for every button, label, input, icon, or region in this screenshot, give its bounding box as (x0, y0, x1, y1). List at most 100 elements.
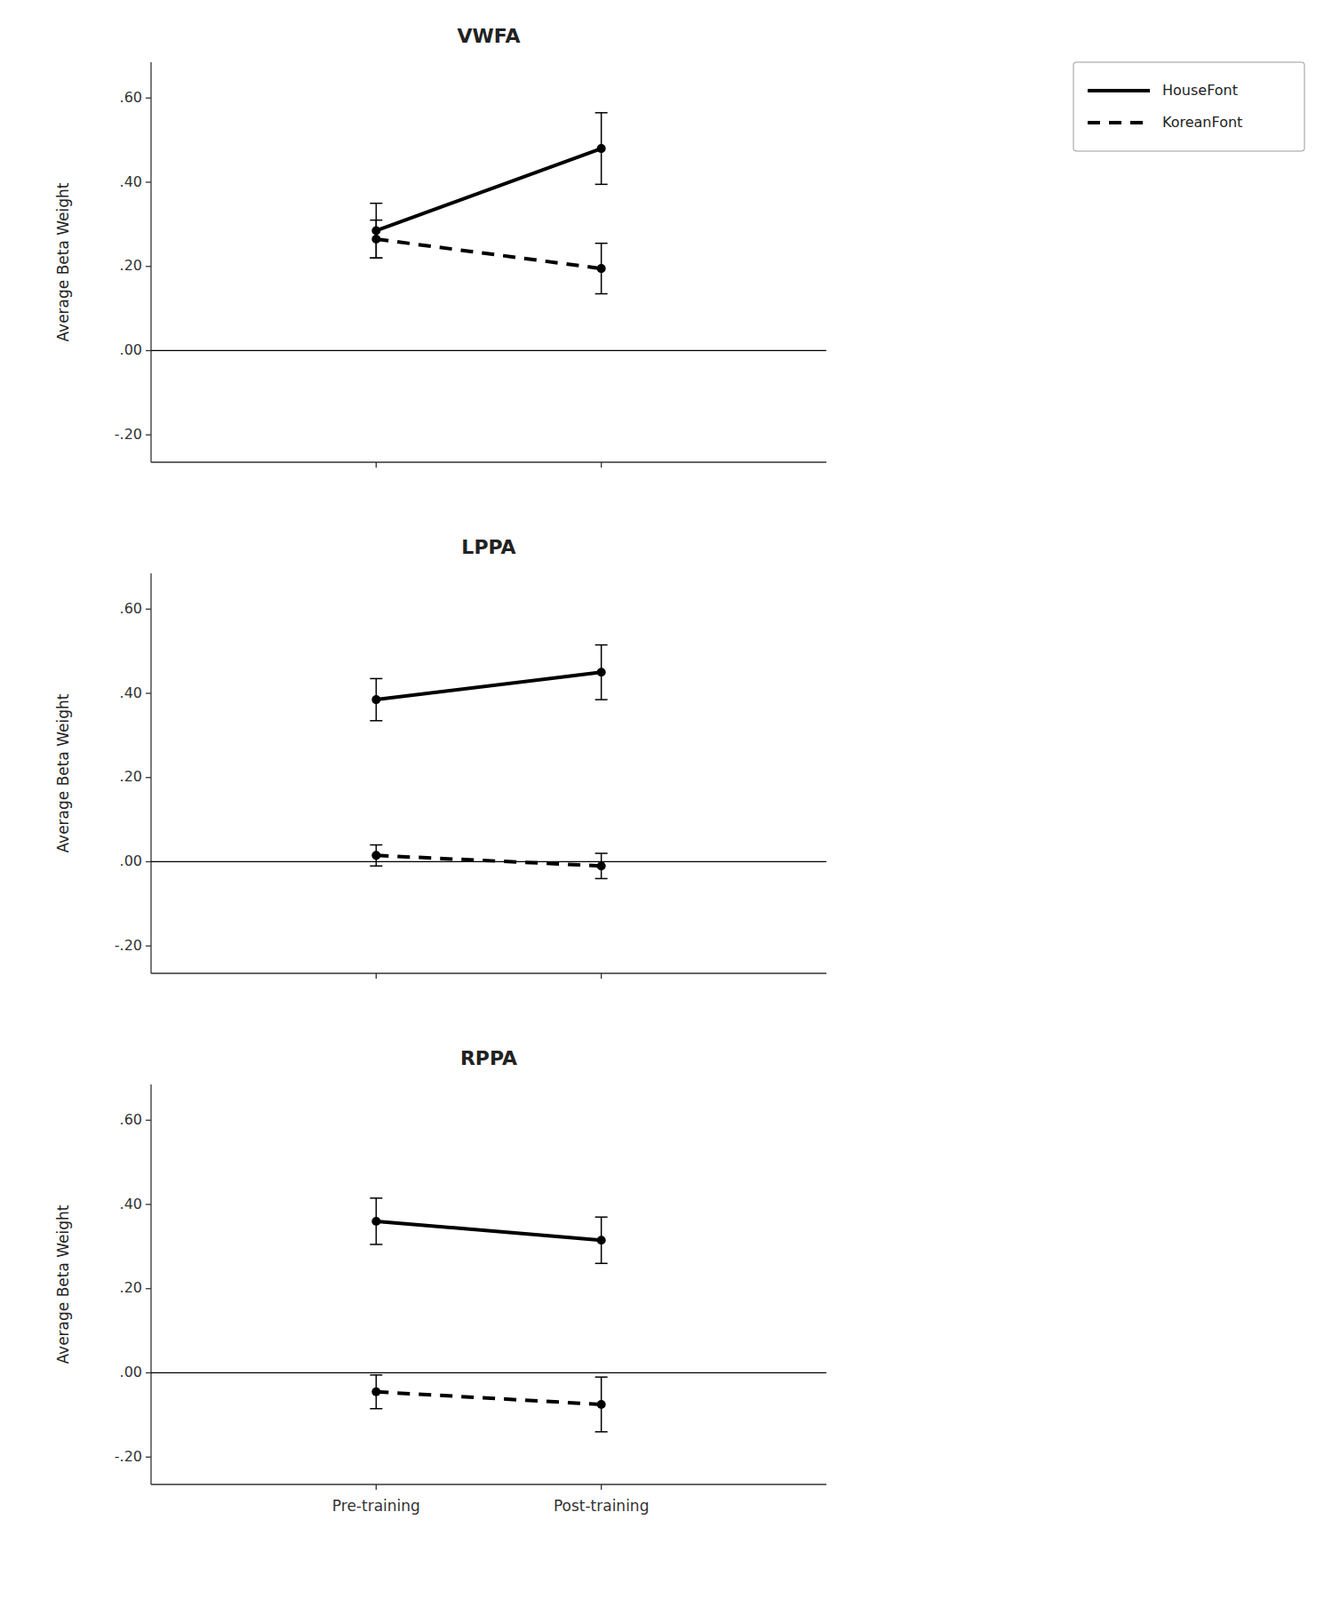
y-tick-label: .00 (119, 1363, 143, 1380)
x-tick (375, 973, 377, 979)
y-axis-label: Average Beta Weight (54, 182, 72, 342)
plot-area (151, 112, 827, 351)
error-bar (369, 203, 383, 259)
x-tick (600, 1483, 602, 1490)
error-bar-cap (595, 1215, 608, 1218)
reference-line (151, 1371, 827, 1373)
legend: HouseFontKoreanFont (1073, 62, 1305, 152)
error-bar-cap (369, 1243, 383, 1245)
error-bar-cap (595, 111, 608, 114)
y-tick (145, 692, 152, 694)
error-bar (369, 845, 383, 867)
y-tick-label: .00 (119, 852, 143, 870)
plot-area (151, 645, 827, 879)
error-bar-cap (595, 698, 608, 701)
error-bar (595, 112, 608, 185)
error-bar-cap (369, 844, 383, 846)
y-tick-label: .60 (119, 1110, 143, 1128)
error-bar-cap (369, 1196, 383, 1199)
error-bar-cap (595, 644, 608, 647)
error-bar-cap (369, 864, 383, 867)
y-tick-label: -.20 (114, 1447, 143, 1465)
error-bar-cap (595, 1262, 608, 1265)
point-marker (371, 1387, 381, 1396)
error-bar (369, 1374, 383, 1409)
y-tick-label: .20 (119, 256, 143, 274)
y-tick (145, 97, 152, 99)
x-tick (600, 462, 602, 468)
point-marker (371, 1216, 381, 1226)
y-tick (145, 181, 152, 183)
y-axis-label: Average Beta Weight (54, 693, 72, 853)
plot-area (151, 1197, 827, 1432)
series-line (375, 1220, 601, 1240)
error-bar (369, 677, 383, 720)
y-tick (145, 434, 152, 436)
figure: VWFA Average Beta Weight -.20 .00 .20 .40 .60 H… (0, 0, 1340, 1600)
title: VWFA (457, 24, 521, 48)
error-bar-cap (595, 1430, 608, 1433)
y-tick (145, 1203, 152, 1205)
y-tick-label: .00 (119, 341, 143, 359)
error-bar-cap (369, 257, 383, 260)
title: LPPA (461, 535, 516, 559)
background (0, 0, 1340, 1600)
legend-swatch (1087, 120, 1150, 125)
point-marker (597, 1235, 607, 1245)
error-bar-cap (369, 719, 383, 722)
y-tick-label: .60 (119, 599, 143, 617)
reference-line (151, 350, 827, 351)
error-bar-cap (595, 183, 608, 186)
y-tick-label: .40 (119, 684, 143, 702)
point-marker (597, 143, 607, 153)
point-marker (597, 861, 607, 870)
point-marker (597, 667, 607, 677)
y-tick-label: .40 (119, 173, 143, 191)
error-bar-cap (595, 852, 608, 854)
panel: RPPAAverage Beta Weight-.20.00.20.40.60P… (54, 1046, 827, 1515)
error-bar-cap (369, 1373, 383, 1376)
series-line (375, 148, 601, 231)
y-tick (145, 1456, 152, 1458)
error-bar-stem (375, 203, 378, 259)
legend-frame (1073, 62, 1305, 152)
x-tick (375, 462, 377, 468)
x-tick (600, 973, 602, 979)
error-bar-cap (369, 202, 383, 205)
x-axis-line (151, 461, 827, 463)
x-tick-label: Pre-training (332, 1496, 421, 1515)
point-marker (597, 1399, 607, 1409)
y-tick (145, 945, 152, 947)
error-bar (595, 853, 608, 878)
y-tick (145, 265, 152, 267)
point-marker (371, 850, 381, 860)
series-line (375, 1391, 601, 1404)
y-tick-label: .20 (119, 767, 143, 785)
y-axis-line (150, 62, 152, 463)
y-tick (145, 1287, 152, 1289)
y-tick (145, 350, 152, 351)
error-bar (595, 1376, 608, 1432)
error-bar-cap (369, 677, 383, 680)
error-bar-cap (595, 1375, 608, 1378)
y-tick (145, 776, 152, 778)
point-marker (371, 234, 381, 244)
panel: VWFAAverage Beta Weight-.20.00.20.40.60 (54, 24, 827, 468)
error-bar-cap (369, 219, 383, 222)
error-bar (369, 220, 383, 259)
error-bar (595, 645, 608, 701)
point-marker (597, 263, 607, 273)
y-tick-label: .20 (119, 1278, 143, 1296)
y-tick-label: -.20 (114, 425, 143, 443)
error-bar-cap (369, 1407, 383, 1410)
y-axis-line (150, 573, 152, 974)
y-tick-label: .40 (119, 1195, 143, 1213)
y-tick-label: -.20 (114, 936, 143, 954)
y-tick (145, 861, 152, 862)
y-tick (145, 1119, 152, 1121)
x-tick (375, 1483, 377, 1490)
y-axis-label: Average Beta Weight (54, 1204, 72, 1364)
x-tick-label: Post-training (553, 1496, 650, 1515)
error-bar-cap (595, 293, 608, 296)
x-axis-line (151, 1483, 827, 1484)
